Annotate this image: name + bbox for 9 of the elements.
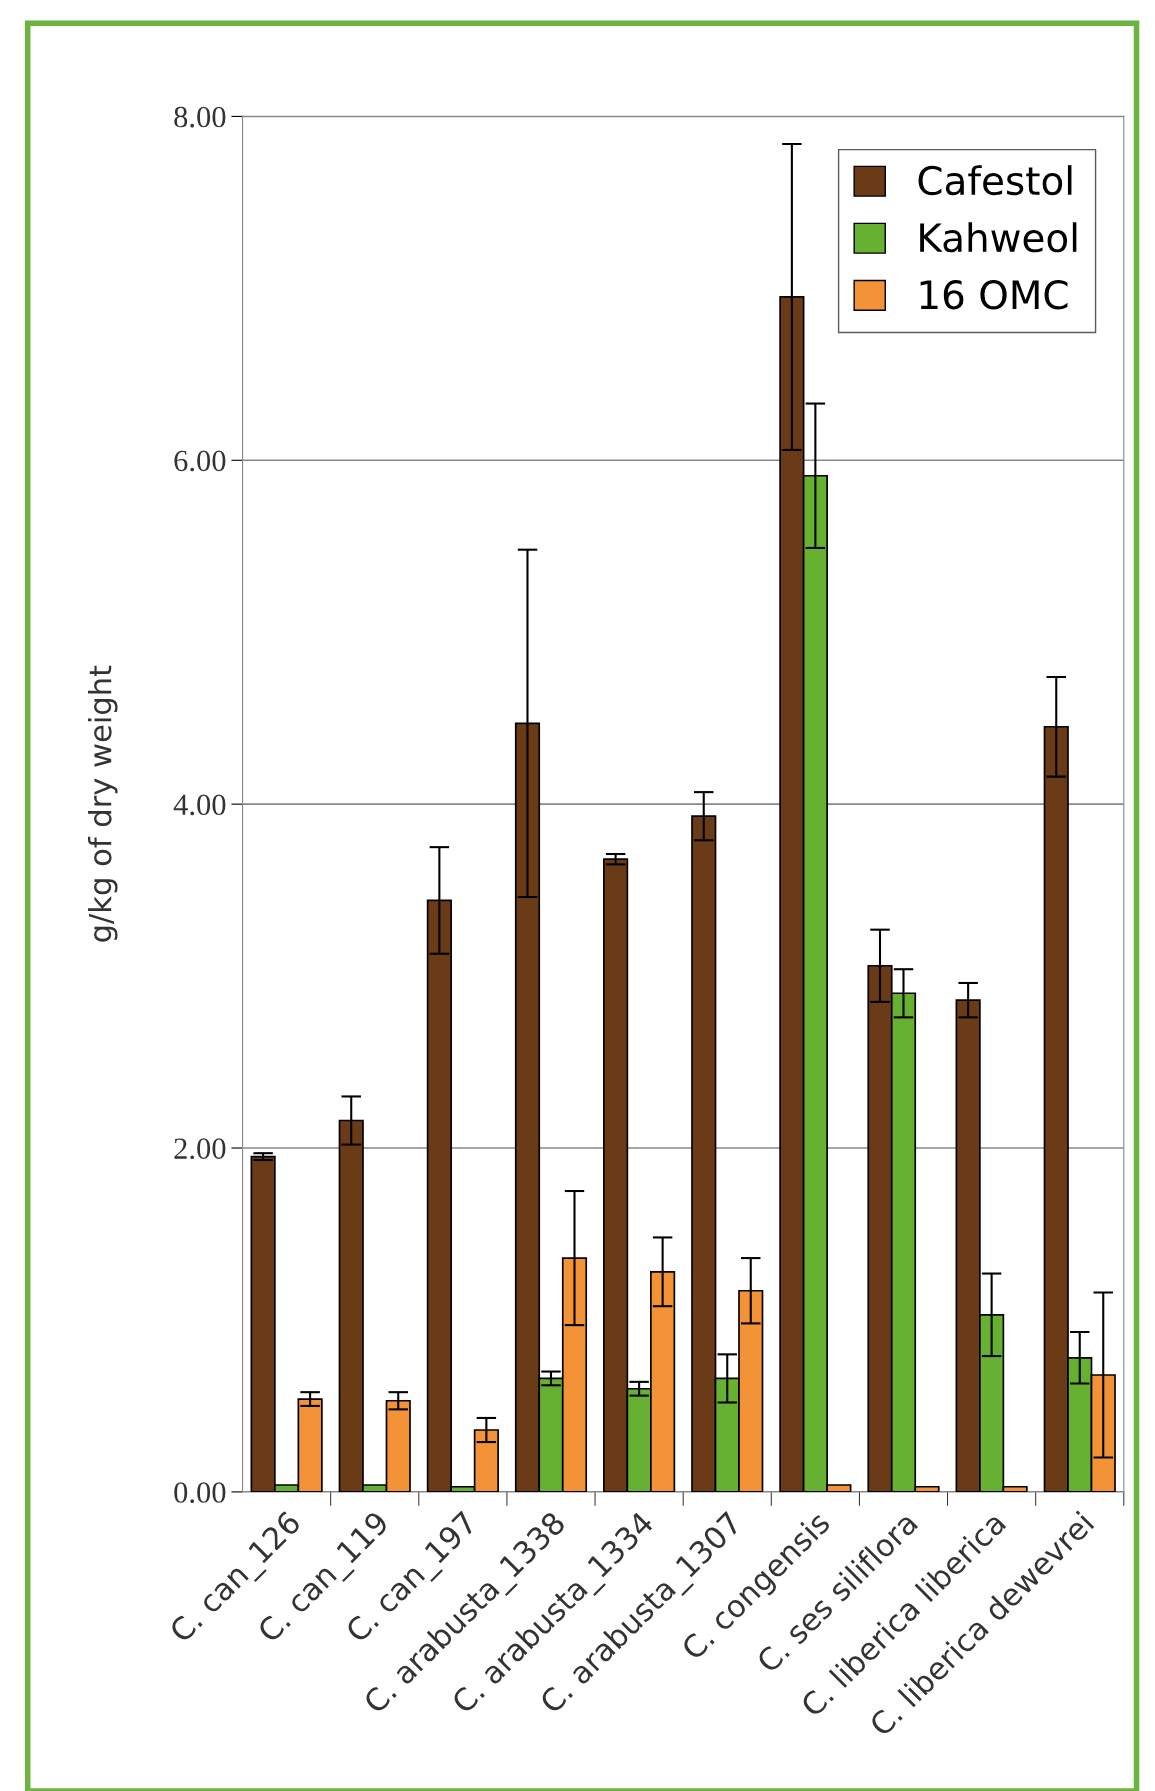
y-tick-label: 6.00 <box>174 450 226 472</box>
legend-label: Cafestol <box>918 165 1072 196</box>
legend-label: 16 OMC <box>920 280 1068 310</box>
y-tick-label: 8.00 <box>174 106 226 128</box>
y-tick-label: 4.00 <box>173 794 226 816</box>
y-tick-label: 0.00 <box>174 1482 226 1503</box>
legend-label: Kahweol <box>920 222 1077 253</box>
y-tick-label: 2.00 <box>174 1138 226 1160</box>
y-axis-title: g/kg of dry weight <box>87 665 118 942</box>
